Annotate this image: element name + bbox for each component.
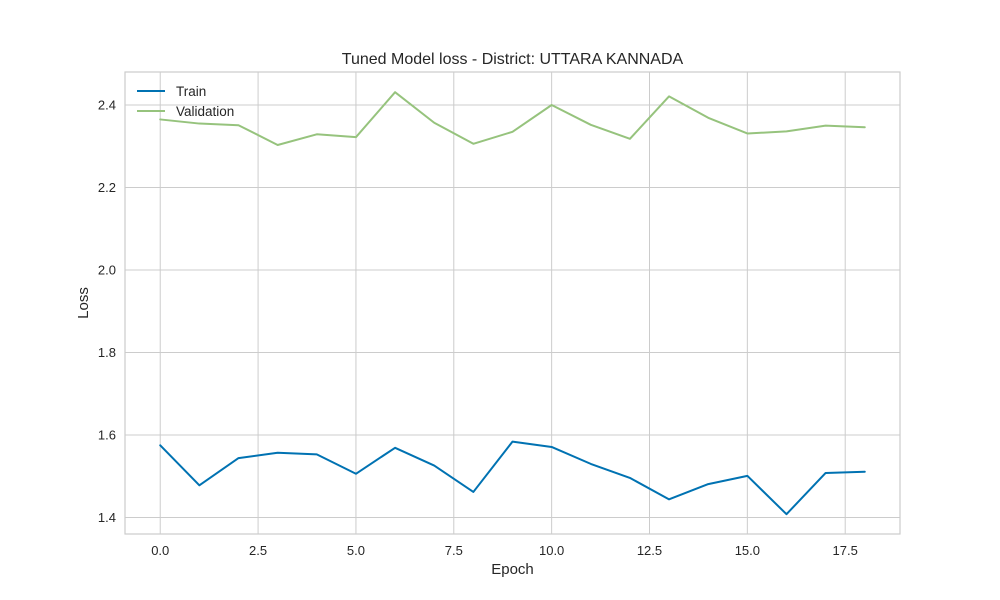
series-line-train (159, 440, 866, 516)
plot-frame (124, 71, 901, 535)
x-tick-label: 12.5 (637, 543, 662, 558)
x-tick-label: 5.0 (347, 543, 365, 558)
series-layer (159, 91, 866, 516)
y-tick-label: 2.4 (98, 98, 116, 113)
grid-lines (125, 72, 900, 534)
y-tick-label: 1.4 (98, 510, 116, 525)
x-tick-label: 7.5 (445, 543, 463, 558)
x-tick-label: 15.0 (735, 543, 760, 558)
x-tick-label: 0.0 (151, 543, 169, 558)
legend: Train Validation (137, 84, 234, 119)
series-line-validation (159, 91, 866, 147)
y-axis-label: Loss (75, 287, 92, 319)
legend-label-validation: Validation (176, 104, 234, 119)
y-tick-label: 2.0 (98, 263, 116, 278)
y-tick-label: 1.8 (98, 345, 116, 360)
chart-title: Tuned Model loss - District: UTTARA KANN… (342, 51, 684, 68)
y-tick-label: 1.6 (98, 428, 116, 443)
y-axis-ticks: 1.4 1.6 1.8 2.0 2.2 2.4 (98, 98, 116, 526)
plot-area (125, 72, 900, 534)
x-tick-label: 10.0 (539, 543, 564, 558)
x-tick-label: 17.5 (833, 543, 858, 558)
x-tick-label: 2.5 (249, 543, 267, 558)
x-axis-ticks: 0.0 2.5 5.0 7.5 10.0 12.5 15.0 17.5 (151, 543, 858, 558)
x-axis-label: Epoch (491, 561, 534, 578)
legend-label-train: Train (176, 84, 206, 99)
y-tick-label: 2.2 (98, 180, 116, 195)
